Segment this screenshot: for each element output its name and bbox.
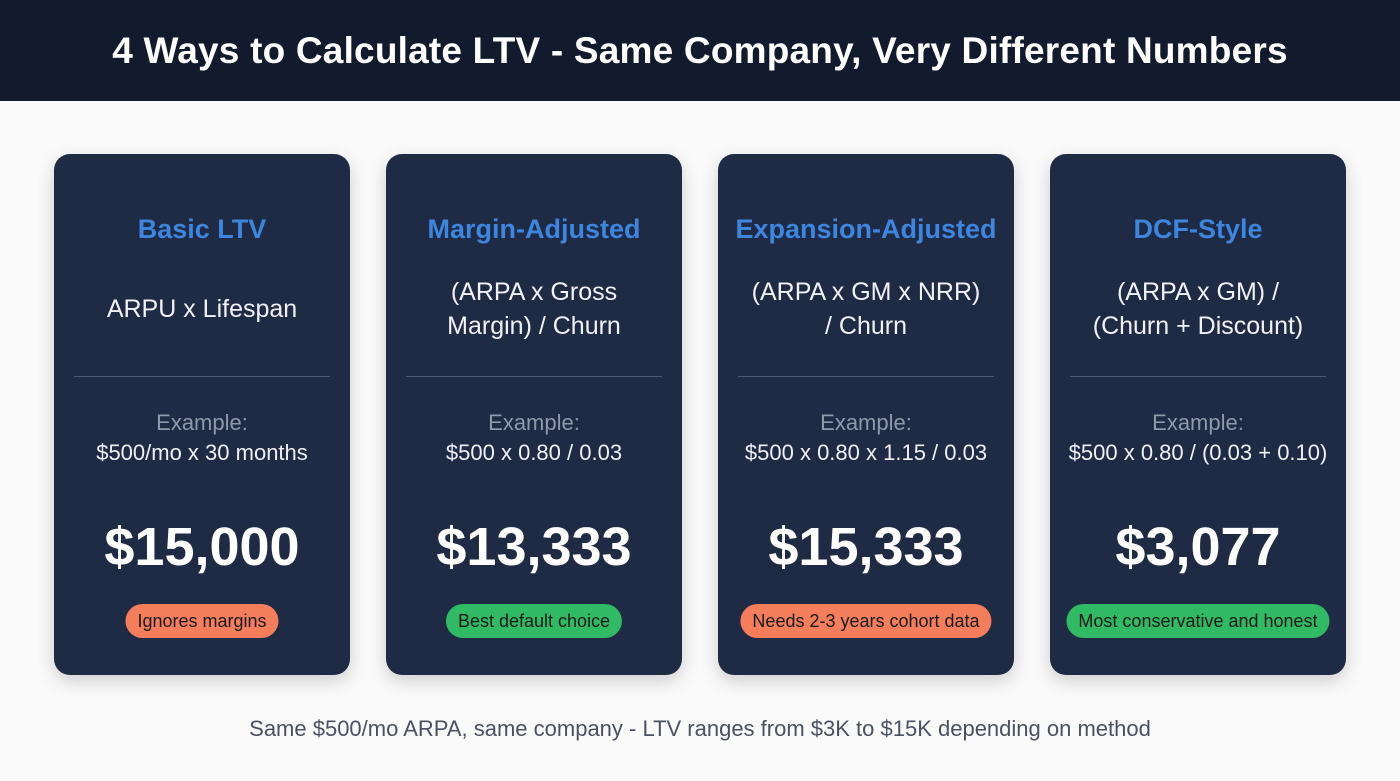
note-badge: Ignores margins [125,604,279,638]
card-basic-ltv: Basic LTV ARPU x Lifespan Example: $500/… [54,154,350,675]
note-badge: Needs 2-3 years cohort data [740,604,992,638]
card-formula: (ARPA x GM x NRR) / Churn [751,278,981,340]
card-title: Expansion-Adjusted [735,214,997,244]
divider [738,376,994,377]
example-value: $500 x 0.80 / 0.03 [445,440,623,465]
method-cards: Basic LTV ARPU x Lifespan Example: $500/… [54,154,1346,675]
example-value: $500/mo x 30 months [96,440,308,465]
note-badge: Best default choice [445,604,623,638]
divider [1070,376,1326,377]
ltv-result: $3,077 [1115,517,1281,577]
card-formula: (ARPA x Gross Margin) / Churn [447,278,621,340]
example-label: Example: [820,410,912,435]
card-dcf-style: DCF-Style (ARPA x GM) / (Churn + Discoun… [1050,154,1346,675]
ltv-result: $13,333 [436,517,632,577]
card-title: DCF-Style [1133,214,1263,244]
note-badge: Most conservative and honest [1066,604,1330,638]
example-value: $500 x 0.80 x 1.15 / 0.03 [744,440,988,465]
card-expansion-adjusted: Expansion-Adjusted (ARPA x GM x NRR) / C… [718,154,1014,675]
example-value: $500 x 0.80 / (0.03 + 0.10) [1068,440,1328,465]
card-title: Basic LTV [137,214,267,244]
ltv-result: $15,333 [768,517,964,577]
ltv-result: $15,000 [104,517,300,577]
divider [406,376,662,377]
card-margin-adjusted: Margin-Adjusted (ARPA x Gross Margin) / … [386,154,682,675]
card-title: Margin-Adjusted [427,214,641,244]
example-label: Example: [488,410,580,435]
footer-note: Same $500/mo ARPA, same company - LTV ra… [249,716,1151,741]
page-title: 4 Ways to Calculate LTV - Same Company, … [112,29,1288,71]
card-formula: ARPU x Lifespan [106,295,298,323]
card-formula: (ARPA x GM) / (Churn + Discount) [1092,278,1304,340]
divider [74,376,330,377]
example-label: Example: [156,410,248,435]
header-banner: 4 Ways to Calculate LTV - Same Company, … [0,0,1400,101]
example-label: Example: [1152,410,1244,435]
